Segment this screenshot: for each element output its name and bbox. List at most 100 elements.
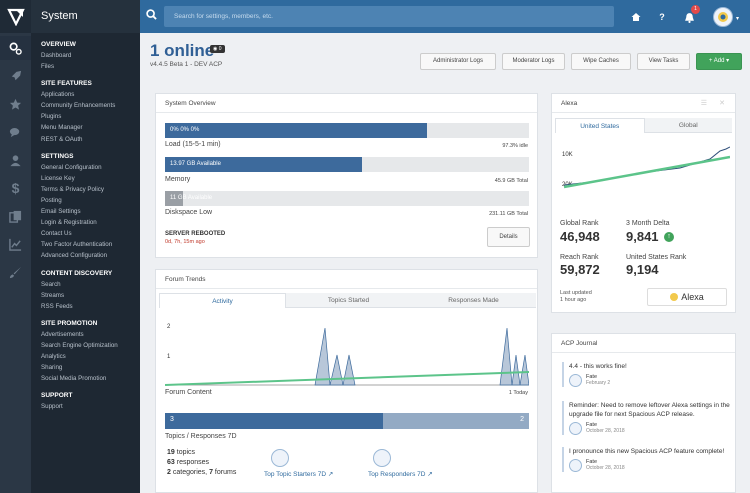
author-avatar[interactable]: [569, 422, 582, 435]
dollar-icon[interactable]: $: [11, 180, 20, 196]
topics-fill: [165, 413, 384, 429]
nav-item[interactable]: Analytics: [41, 352, 66, 360]
comments-icon[interactable]: [0, 120, 31, 144]
tab-responses-made[interactable]: Responses Made: [411, 293, 536, 308]
nav-item[interactable]: Community Enhancements: [41, 102, 116, 110]
journal-author[interactable]: Fate: [586, 459, 598, 465]
gears-icon[interactable]: [0, 36, 31, 60]
top-starter-avatar[interactable]: [271, 449, 289, 467]
y-label-1: 1: [167, 354, 171, 360]
chart-icon[interactable]: [0, 232, 31, 256]
home-icon[interactable]: [627, 8, 645, 26]
chart-label: Forum Content: [165, 389, 212, 396]
nav-item[interactable]: Contact Us: [41, 230, 72, 238]
help-icon[interactable]: ?: [659, 12, 665, 22]
view-tasks-button[interactable]: View Tasks: [637, 53, 690, 70]
nav-item[interactable]: Terms & Privacy Policy: [41, 185, 104, 193]
top-responder-avatar[interactable]: [373, 449, 391, 467]
user-icon[interactable]: [0, 148, 31, 172]
external-link-icon: ↗: [427, 471, 433, 478]
disk-available: 11 GB Available: [170, 195, 213, 201]
bell-icon[interactable]: [680, 8, 698, 26]
nav-item[interactable]: Advertisements: [41, 330, 84, 338]
journal-entry[interactable]: I pronounce this new Spacious ACP featur…: [562, 447, 732, 472]
disk-bar: 11 GB Available: [165, 191, 529, 206]
journal-entry[interactable]: 4.4 - this works fine! Fate February 2: [562, 362, 732, 387]
nav-item[interactable]: Advanced Configuration: [41, 252, 108, 260]
nav-item[interactable]: General Configuration: [41, 163, 102, 171]
author-avatar[interactable]: [569, 374, 582, 387]
logo-icon[interactable]: [0, 0, 31, 33]
nav-item[interactable]: Email Settings: [41, 208, 81, 216]
panel-title: System Overview: [156, 94, 537, 113]
details-button[interactable]: Details: [487, 227, 530, 247]
brush-icon[interactable]: [0, 260, 31, 284]
memory-bar-fill: 13.97 GB Available: [165, 157, 362, 172]
nav-item[interactable]: Plugins: [41, 113, 62, 121]
nav-item[interactable]: Social Media Promotion: [41, 375, 107, 383]
administrator-logs-button[interactable]: Administrator Logs: [420, 53, 496, 70]
top-responders-label: Top Responders 7D: [368, 471, 426, 478]
journal-entry[interactable]: Reminder: Need to remove leftover Alexa …: [562, 401, 732, 435]
menu-icon[interactable]: ☰: [700, 100, 707, 107]
author-avatar[interactable]: [569, 459, 582, 472]
nav-item[interactable]: Files: [41, 63, 55, 71]
star-icon[interactable]: [0, 92, 31, 116]
top-starters-link[interactable]: Top Topic Starters 7D ↗: [264, 470, 333, 478]
disk-bar-fill: [165, 191, 184, 206]
top-responders-link[interactable]: Top Responders 7D ↗: [368, 470, 433, 478]
disk-label: Diskspace Low: [165, 209, 213, 216]
global-rank-label: Global Rank: [560, 220, 599, 227]
nav-title: System: [31, 0, 140, 33]
nav-item[interactable]: Dashboard: [41, 52, 72, 59]
add-button[interactable]: + Add ▾: [696, 53, 742, 70]
nav-item[interactable]: Posting: [41, 196, 62, 204]
journal-author[interactable]: Fate: [586, 422, 598, 428]
close-icon[interactable]: ✕: [719, 100, 725, 107]
rocket-icon[interactable]: [0, 64, 31, 88]
panel-title: Forum Trends: [156, 270, 537, 289]
memory-bar: 13.97 GB Available: [165, 157, 529, 172]
nav-item[interactable]: Streams: [41, 291, 65, 299]
nav-item[interactable]: Search Engine Optimization: [41, 341, 118, 349]
icon-sidebar: $: [0, 0, 31, 493]
top-bar: Search for settings, members, etc. ? 1 ▾: [140, 0, 750, 33]
online-count: 0: [218, 46, 222, 52]
nav-item[interactable]: Login & Registration: [41, 219, 97, 227]
nav-item[interactable]: Sharing: [41, 364, 63, 372]
nav-item[interactable]: Two Factor Authentication: [41, 241, 113, 249]
version-text: v4.4.5 Beta 1 - DEV ACP: [150, 61, 223, 68]
nav-item[interactable]: Search: [41, 280, 61, 288]
nav-item[interactable]: License Key: [41, 174, 75, 182]
reach-rank-value: 59,872: [560, 262, 600, 277]
nav-item[interactable]: Support: [41, 403, 63, 411]
documents-icon[interactable]: [0, 204, 31, 228]
tab-topics-started[interactable]: Topics Started: [286, 293, 411, 308]
panel-title: ACP Journal: [552, 334, 735, 353]
user-avatar[interactable]: [713, 7, 733, 27]
tab-united-states[interactable]: United States: [555, 118, 645, 133]
nav-section-heading: SITE PROMOTION: [41, 319, 98, 327]
nav-item[interactable]: Applications: [41, 91, 75, 99]
nav-section-heading: CONTENT DISCOVERY: [41, 269, 113, 277]
topics-responses-bar: 3 2: [165, 413, 529, 429]
nav-section: CONTENT DISCOVERY Search Streams RSS Feeds: [31, 262, 140, 312]
wipe-caches-button[interactable]: Wipe Caches: [571, 53, 631, 70]
load-bar-fill: 0% 0% 0%: [165, 123, 428, 138]
moderator-logs-button[interactable]: Moderator Logs: [502, 53, 565, 70]
forum-totals: 19 topics 63 responses 2 categories, 7 f…: [167, 448, 236, 478]
tab-global[interactable]: Global: [644, 118, 732, 133]
chevron-down-icon[interactable]: ▾: [736, 16, 740, 22]
journal-date: October 28, 2018: [586, 428, 625, 434]
alexa-rank-chart: [563, 146, 730, 189]
nav-item[interactable]: RSS Feeds: [41, 302, 73, 310]
nav-item[interactable]: Menu Manager: [41, 124, 83, 132]
search-input[interactable]: Search for settings, members, etc.: [164, 6, 614, 27]
tab-activity[interactable]: Activity: [159, 293, 286, 308]
alexa-logo: Alexa: [681, 292, 704, 302]
nav-item[interactable]: REST & OAuth: [41, 135, 83, 143]
alexa-logo-button[interactable]: Alexa: [647, 288, 727, 306]
journal-author[interactable]: Fate: [586, 374, 598, 380]
nav-section: OVERVIEW Dashboard Files: [31, 33, 140, 72]
forum-trends-panel: Forum Trends Activity Topics Started Res…: [155, 269, 538, 493]
